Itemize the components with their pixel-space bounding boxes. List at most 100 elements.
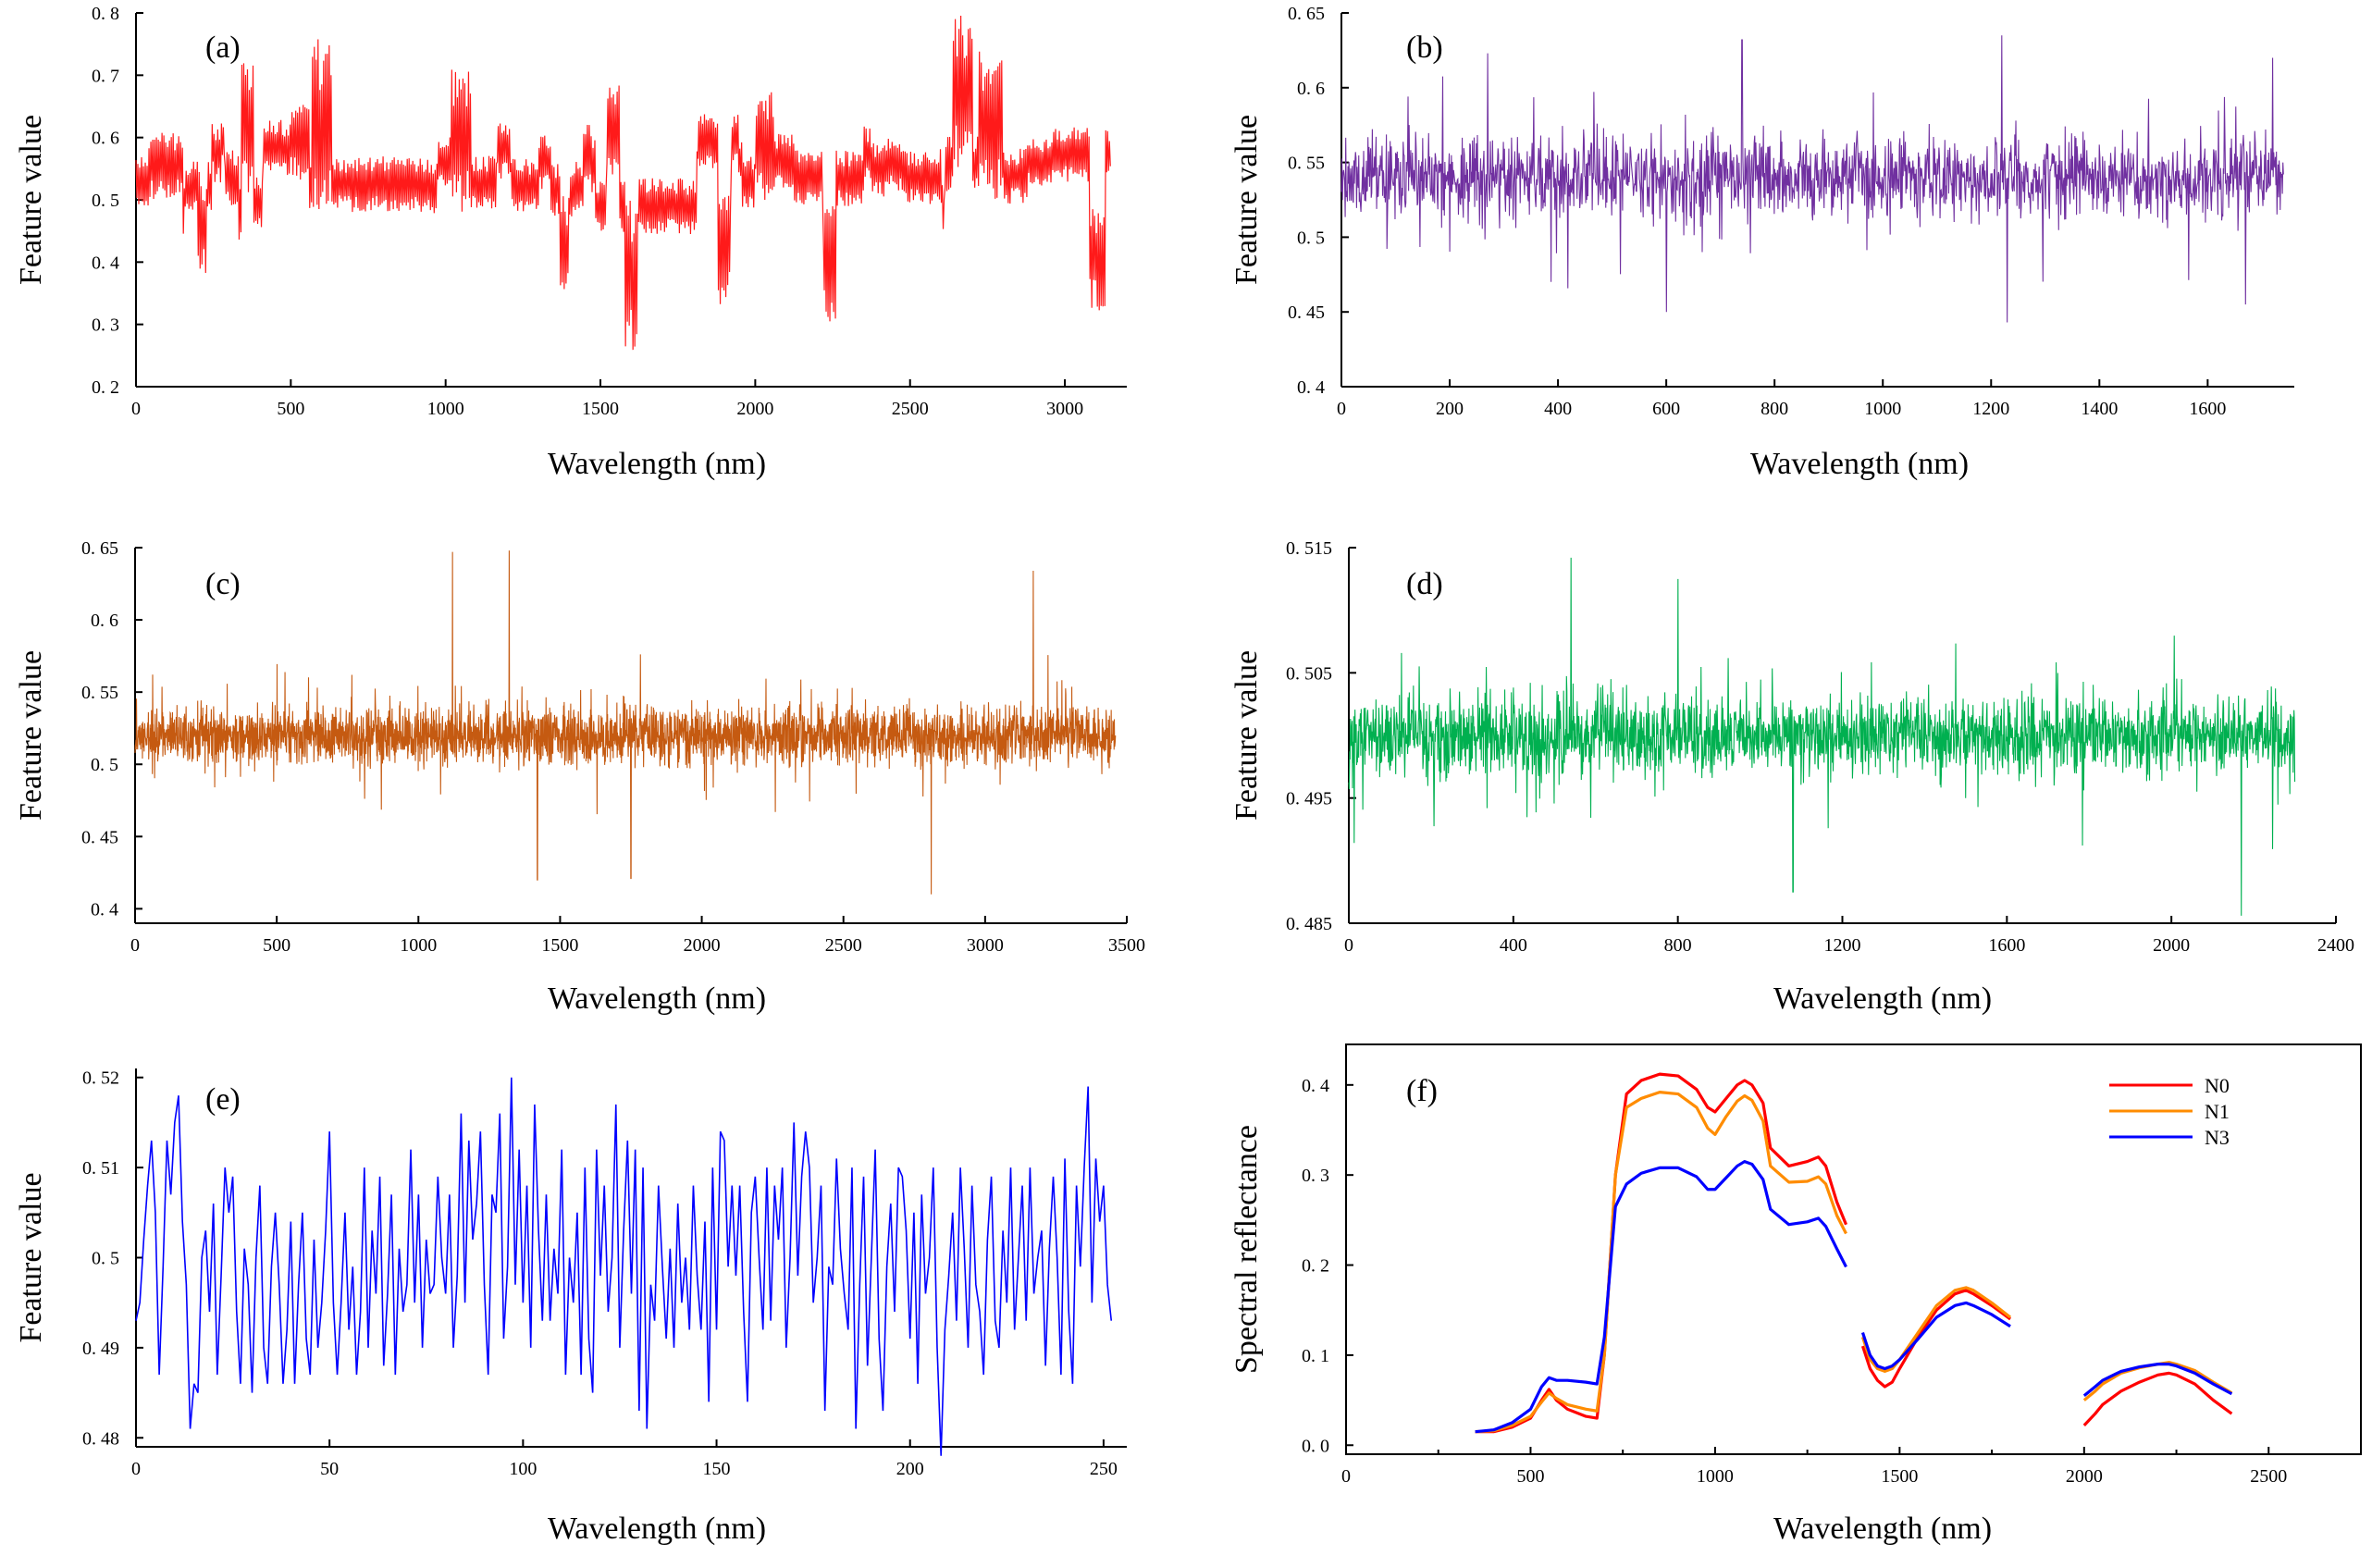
x-axis-label: Wavelength (nm): [1750, 447, 1969, 481]
x-tick-label: 0: [131, 1459, 141, 1479]
panel-d: 0 400 800 1200 1600 2000 2400 0. 485 0. 495 0. 50…: [1229, 538, 2354, 1016]
y-tick-label: 0. 45: [1288, 302, 1325, 323]
panel-b: 0 200 400 600 800 1000 1200 1400 1600 0. 4 0. 45 0.…: [1229, 4, 2294, 481]
series-line-N3: [1860, 1301, 2011, 1371]
x-tick-label: 1500: [1881, 1466, 1918, 1487]
x-tick-label: 0: [1337, 399, 1346, 419]
x-tick-label: 0: [1341, 1466, 1351, 1487]
x-tick-label: 1600: [2189, 399, 2226, 419]
x-tick-label: 2400: [2317, 935, 2354, 956]
x-tick-label: 2000: [684, 935, 721, 956]
y-tick-label: 0. 4: [92, 253, 119, 273]
x-tick-label: 2000: [736, 399, 773, 419]
y-tick-label: 0. 45: [81, 827, 118, 847]
x-tick-label: 2500: [2250, 1466, 2287, 1487]
y-tick-label: 0. 0: [1302, 1436, 1329, 1456]
y-axis-label: Spectral reflectance: [1229, 1125, 1264, 1374]
y-tick-label: 0. 1: [1302, 1346, 1329, 1366]
x-tick-label: 400: [1500, 935, 1527, 956]
y-axis-label: Feature value: [14, 650, 48, 821]
y-tick-label: 0. 3: [1302, 1166, 1329, 1186]
panel-c: 0 500 1000 1500 2000 2500 3000 3500 0. 4 0. 45 0. …: [14, 538, 1145, 1016]
x-axis-label: Wavelength (nm): [548, 982, 766, 1016]
x-tick-label: 50: [320, 1459, 339, 1479]
x-tick-label: 0: [130, 935, 140, 956]
x-tick-label: 1600: [1988, 935, 2025, 956]
y-tick-label: 0. 5: [91, 755, 118, 775]
x-tick-label: 3500: [1108, 935, 1145, 956]
x-tick-label: 200: [1436, 399, 1464, 419]
panel-label: (d): [1406, 567, 1443, 601]
x-tick-label: 1000: [427, 399, 464, 419]
series-line: [135, 1077, 1113, 1456]
x-tick-label: 150: [703, 1459, 731, 1479]
x-axis-label: Wavelength (nm): [548, 1512, 766, 1546]
x-tick-label: 1000: [400, 935, 437, 956]
x-tick-label: 3000: [967, 935, 1004, 956]
panel-e: 0 50 100 150 200 250 0. 48 0. 49 0. 5 0. 51 0. 52 W…: [14, 1068, 1127, 1546]
panel-label: (a): [205, 31, 241, 65]
x-tick-label: 800: [1760, 399, 1788, 419]
x-tick-label: 1000: [1697, 1466, 1734, 1487]
y-tick-label: 0. 485: [1286, 914, 1332, 934]
panel-label: (e): [205, 1082, 241, 1117]
y-tick-label: 0. 48: [82, 1428, 119, 1449]
x-tick-label: 500: [277, 399, 304, 419]
y-axis-label: Feature value: [1229, 115, 1264, 285]
series-line-N1: [1860, 1286, 2012, 1374]
x-axis-label: Wavelength (nm): [1773, 1512, 1992, 1546]
y-tick-label: 0. 6: [92, 129, 119, 149]
x-tick-label: 1500: [582, 399, 619, 419]
x-tick-label: 2000: [2153, 935, 2190, 956]
series-line: [1340, 35, 2284, 323]
series-line-N3: [1475, 1159, 1847, 1434]
y-axis-label: Feature value: [14, 115, 48, 285]
legend-label-N0: N0: [2205, 1074, 2230, 1097]
y-tick-label: 0. 5: [1297, 228, 1325, 248]
x-tick-label: 2500: [825, 935, 862, 956]
y-tick-label: 0. 495: [1286, 789, 1332, 809]
y-tick-label: 0. 515: [1286, 538, 1332, 559]
x-tick-label: 400: [1544, 399, 1572, 419]
panel-label: (c): [205, 567, 241, 601]
y-tick-label: 0. 6: [1297, 79, 1325, 99]
y-tick-label: 0. 3: [92, 315, 119, 336]
y-tick-label: 0. 52: [82, 1068, 119, 1089]
y-tick-label: 0. 8: [92, 4, 119, 24]
panel-label: (b): [1406, 31, 1443, 65]
y-axis-label: Feature value: [1229, 650, 1264, 821]
x-tick-label: 500: [263, 935, 290, 956]
legend: N0 N1 N3: [2109, 1074, 2230, 1149]
series-line-N0: [2082, 1371, 2233, 1426]
x-axis-label: Wavelength (nm): [548, 447, 766, 481]
x-tick-label: 250: [1090, 1459, 1118, 1479]
x-tick-label: 1200: [1972, 399, 2009, 419]
panel-a: 0 500 1000 1500 2000 2500 3000 0. 2 0. 3 0. 4 0. 5…: [14, 4, 1127, 481]
y-tick-label: 0. 7: [92, 66, 119, 86]
x-tick-label: 1500: [541, 935, 578, 956]
y-tick-label: 0. 65: [81, 538, 118, 559]
x-tick-label: 100: [509, 1459, 537, 1479]
x-tick-label: 1200: [1824, 935, 1861, 956]
x-tick-label: 200: [896, 1459, 924, 1479]
y-tick-label: 0. 505: [1286, 663, 1332, 684]
series-line: [135, 16, 1111, 351]
x-tick-label: 2500: [892, 399, 929, 419]
x-tick-label: 3000: [1046, 399, 1083, 419]
y-tick-label: 0. 51: [82, 1158, 119, 1179]
y-tick-label: 0. 55: [1288, 154, 1325, 174]
x-tick-label: 600: [1652, 399, 1680, 419]
y-tick-label: 0. 4: [91, 899, 118, 920]
plot-frame: [1345, 1043, 2362, 1455]
x-tick-label: 1000: [1864, 399, 1901, 419]
y-tick-label: 0. 4: [1297, 377, 1325, 398]
y-tick-label: 0. 65: [1288, 4, 1325, 24]
x-tick-label: 0: [131, 399, 141, 419]
panel-f: 0 500 1000 1500 2000 2500 0. 0 0. 1 0. 2 0. 3 0. 4…: [1229, 1043, 2362, 1546]
y-tick-label: 0. 5: [92, 191, 119, 211]
x-tick-label: 800: [1664, 935, 1692, 956]
legend-label-N3: N3: [2205, 1126, 2230, 1149]
x-tick-label: 0: [1344, 935, 1353, 956]
x-tick-label: 2000: [2066, 1466, 2103, 1487]
